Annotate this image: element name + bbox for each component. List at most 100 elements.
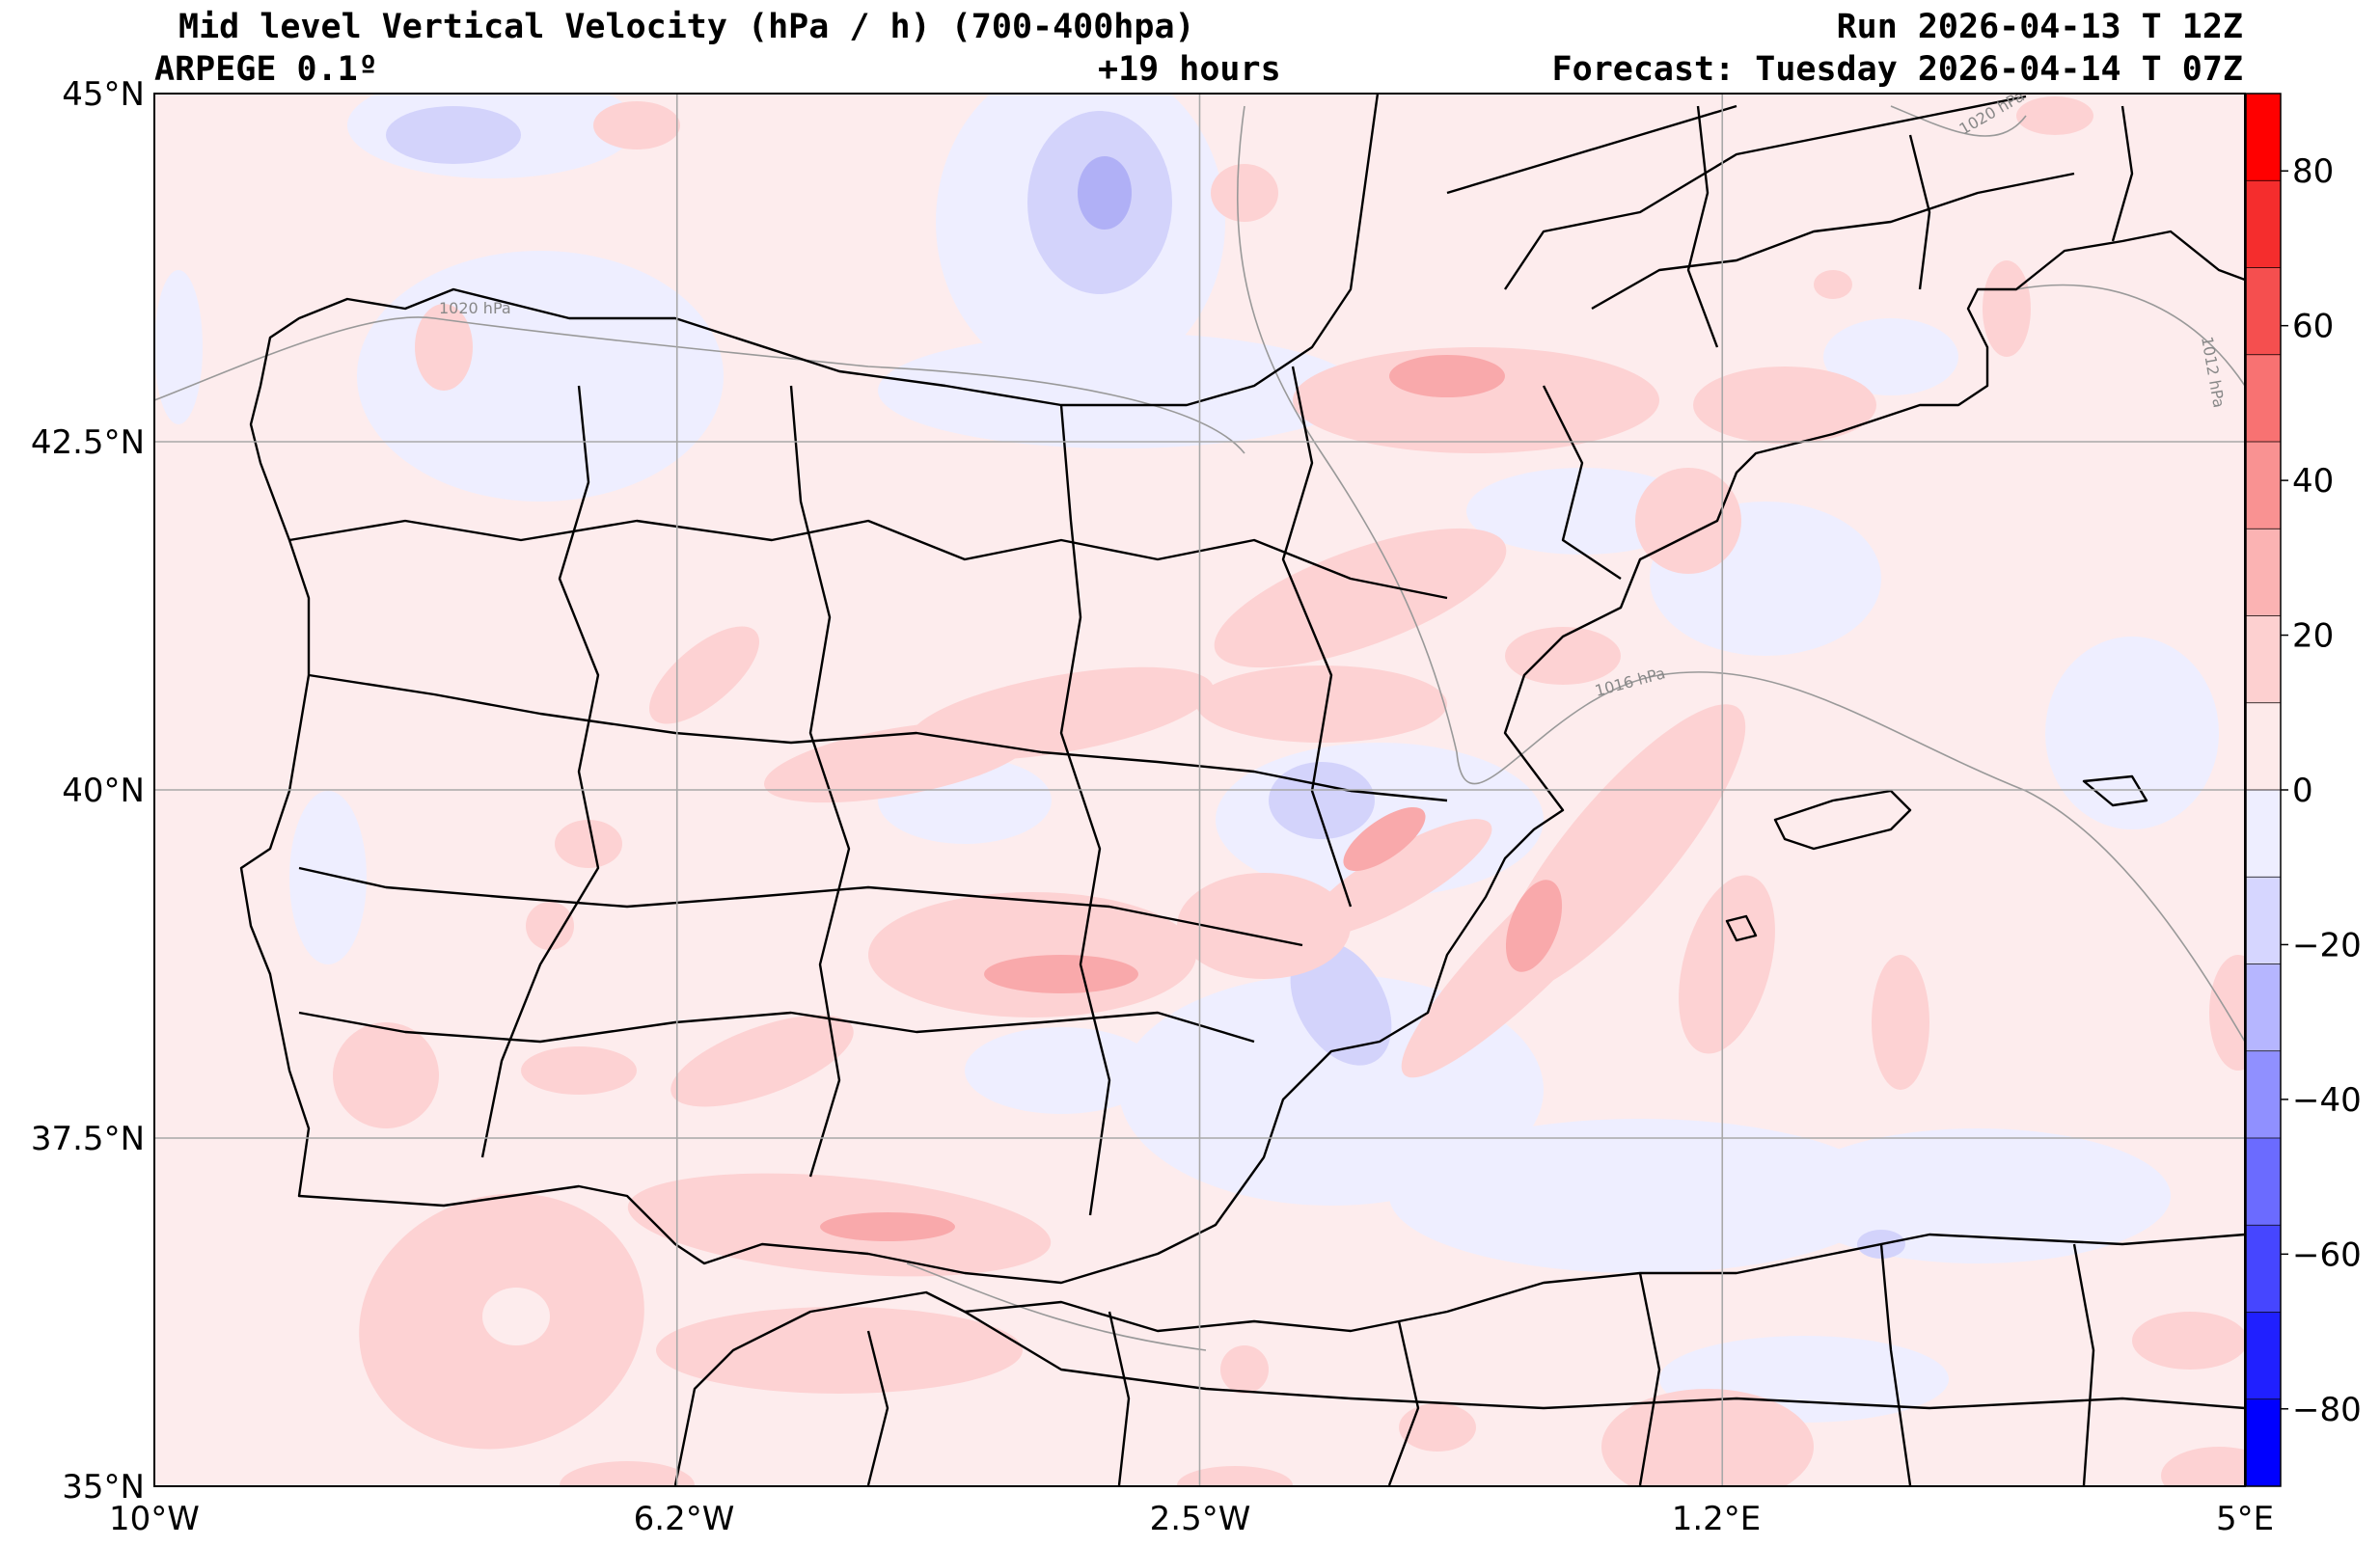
isobar-line — [1237, 105, 2245, 1043]
updraft-area — [1983, 260, 2031, 357]
internal-border — [1542, 385, 1622, 580]
updraft-core — [984, 955, 1138, 993]
internal-border — [298, 1011, 1255, 1044]
colorbar-tick-label: −20 — [2292, 926, 2362, 964]
colorbar-tick-label: 0 — [2292, 772, 2313, 810]
colorbar-band — [2246, 1312, 2281, 1400]
downdraft-area — [2045, 637, 2219, 829]
isobar-line — [2015, 284, 2245, 387]
updraft-area — [1177, 1466, 1293, 1486]
colorbar-tick-label: 40 — [2292, 462, 2334, 501]
internal-border — [480, 385, 600, 1158]
mallorca-coastline — [1773, 789, 1912, 851]
gridlines — [154, 94, 2245, 1486]
internal-border — [288, 519, 1448, 600]
downdraft-area — [154, 270, 203, 424]
internal-border — [1108, 1311, 1131, 1486]
internal-border — [1387, 1320, 1420, 1486]
lon-label: 6.2°W — [634, 1500, 735, 1538]
colorbar-band — [2246, 442, 2281, 529]
colorbar-band — [2246, 1225, 2281, 1313]
lon-label: 1.2°E — [1672, 1500, 1762, 1538]
lon-label: 5°E — [2216, 1500, 2274, 1538]
updraft-core — [1389, 355, 1505, 397]
menorca-coastline — [2082, 774, 2148, 807]
isobars — [154, 105, 2245, 1351]
internal-border — [308, 673, 1448, 802]
updraft-area — [1505, 627, 1621, 685]
updraft-area — [1635, 468, 1741, 574]
lon-label: 2.5°W — [1150, 1500, 1251, 1538]
colorbar-tick-label: 60 — [2292, 308, 2334, 346]
colorbar-tick-label: 80 — [2292, 152, 2334, 191]
updraft-area — [1305, 819, 1492, 936]
internal-border — [1638, 1272, 1661, 1486]
updraft-core — [820, 1212, 955, 1241]
colorbar-tick-label: −40 — [2292, 1081, 2362, 1120]
colorbar-band — [2246, 702, 2281, 791]
downdraft-area — [1389, 1119, 1891, 1273]
downdraft-area — [289, 791, 367, 964]
updraft-area — [670, 1015, 854, 1107]
downdraft-area — [357, 251, 724, 502]
internal-border — [1591, 172, 2075, 311]
updraft-area — [2161, 1447, 2245, 1486]
lat-label: 37.5°N — [31, 1120, 145, 1158]
downdraft-area — [878, 333, 1360, 448]
updraft-area — [521, 1046, 637, 1095]
downdraft-area — [1823, 318, 1958, 395]
internal-border — [1504, 95, 2027, 290]
updraft-core — [1343, 806, 1426, 872]
colorbar: 80 60 40 20 0 −20 −40 −60 −80 — [2245, 93, 2362, 1487]
colorbar-band — [2246, 267, 2281, 356]
internal-border — [2072, 1243, 2095, 1486]
isobar-line — [154, 316, 1245, 454]
isobar-label: 1020 hPa — [439, 299, 511, 317]
internal-border — [866, 1330, 889, 1486]
isobar-line — [1890, 105, 2027, 137]
colorbar-band — [2246, 1138, 2281, 1226]
lon-label: 10°W — [109, 1500, 200, 1538]
colorbar-band — [2246, 615, 2281, 704]
isobar-line — [906, 1262, 1207, 1351]
internal-border — [1908, 134, 1931, 290]
colorbar-tick-label: −80 — [2292, 1391, 2362, 1429]
updraft-area — [560, 1461, 695, 1486]
colorbar-bands — [2246, 94, 2281, 1487]
ibiza-coastline — [1725, 914, 1758, 942]
chart-title: Mid level Vertical Velocity (hPa / h) (7… — [178, 8, 1195, 46]
ascent-areas — [333, 96, 2245, 1486]
updraft-area — [526, 902, 574, 950]
internal-border — [964, 1310, 2245, 1410]
colorbar-ticks: 80 60 40 20 0 −20 −40 −60 −80 — [2281, 152, 2362, 1429]
updraft-area — [1293, 347, 1659, 453]
field-background-hole — [482, 1288, 550, 1345]
updraft-core — [1505, 880, 1563, 972]
downdraft-area — [386, 106, 521, 164]
lat-label: 42.5°N — [31, 423, 145, 462]
downdraft-area — [965, 1027, 1158, 1114]
updraft-area — [1399, 1403, 1476, 1452]
internal-border — [1281, 366, 1353, 908]
updraft-area — [1196, 665, 1447, 743]
updraft-area — [593, 101, 680, 149]
updraft-area — [1872, 955, 1929, 1090]
north-africa-coastline — [673, 1233, 2245, 1486]
updraft-area — [1177, 873, 1351, 979]
colorbar-band — [2246, 877, 2281, 964]
colorbar-band — [2246, 963, 2281, 1052]
internal-border — [2111, 105, 2134, 242]
colorbar-band — [2246, 790, 2281, 878]
updraft-area — [2016, 96, 2093, 135]
updraft-area — [1214, 528, 1507, 668]
colorbar-band — [2246, 1398, 2281, 1487]
updraft-area — [1601, 1389, 1814, 1486]
iberia-coastline — [239, 94, 2245, 1285]
updraft-area — [415, 304, 473, 391]
updraft-area — [1679, 875, 1775, 1054]
model-name: ARPEGE 0.1º — [154, 50, 378, 89]
internal-border — [789, 385, 851, 1178]
longitude-labels: 10°W 6.2°W 2.5°W 1.2°E 5°E — [109, 1500, 2274, 1538]
updraft-area — [763, 720, 1031, 803]
